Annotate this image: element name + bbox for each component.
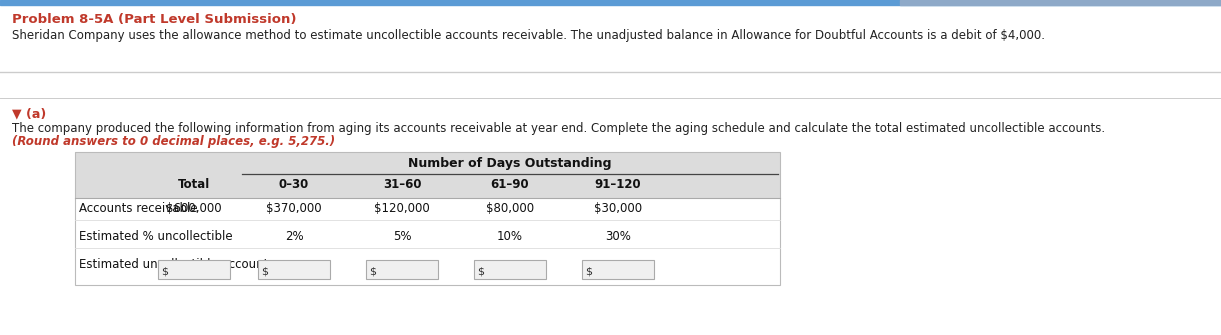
Text: $: $ xyxy=(477,266,484,276)
Bar xyxy=(74,152,780,285)
Text: ▼ (a): ▼ (a) xyxy=(12,107,46,120)
Text: Accounts receivable: Accounts receivable xyxy=(79,202,198,215)
Bar xyxy=(158,260,230,279)
Text: $120,000: $120,000 xyxy=(374,202,430,215)
Text: 91–120: 91–120 xyxy=(595,178,641,191)
Text: Problem 8-5A (Part Level Submission): Problem 8-5A (Part Level Submission) xyxy=(12,13,297,26)
Text: Estimated % uncollectible: Estimated % uncollectible xyxy=(79,230,233,243)
Text: 10%: 10% xyxy=(497,230,523,243)
Text: $370,000: $370,000 xyxy=(266,202,322,215)
Bar xyxy=(0,0,1221,5)
Text: Total: Total xyxy=(178,178,210,191)
Bar xyxy=(366,260,438,279)
Text: $: $ xyxy=(161,266,167,276)
Text: 2%: 2% xyxy=(284,230,303,243)
Bar xyxy=(474,260,546,279)
Text: 30%: 30% xyxy=(606,230,631,243)
Text: (Round answers to 0 decimal places, e.g. 5,275.): (Round answers to 0 decimal places, e.g.… xyxy=(12,135,335,148)
Text: 0–30: 0–30 xyxy=(278,178,309,191)
Text: 61–90: 61–90 xyxy=(491,178,530,191)
Text: Sheridan Company uses the allowance method to estimate uncollectible accounts re: Sheridan Company uses the allowance meth… xyxy=(12,29,1045,42)
Text: $600,000: $600,000 xyxy=(166,202,222,215)
Bar xyxy=(74,152,780,198)
Text: 5%: 5% xyxy=(393,230,411,243)
Text: $30,000: $30,000 xyxy=(593,202,642,215)
Bar xyxy=(258,260,330,279)
Bar xyxy=(900,0,1221,5)
Text: $: $ xyxy=(585,266,592,276)
Text: $: $ xyxy=(369,266,376,276)
Text: 31–60: 31–60 xyxy=(382,178,421,191)
Text: The company produced the following information from aging its accounts receivabl: The company produced the following infor… xyxy=(12,122,1105,135)
Text: Estimated uncollectible accounts: Estimated uncollectible accounts xyxy=(79,258,275,271)
Text: $: $ xyxy=(261,266,267,276)
Text: $80,000: $80,000 xyxy=(486,202,534,215)
Text: Number of Days Outstanding: Number of Days Outstanding xyxy=(408,157,612,170)
Bar xyxy=(582,260,654,279)
